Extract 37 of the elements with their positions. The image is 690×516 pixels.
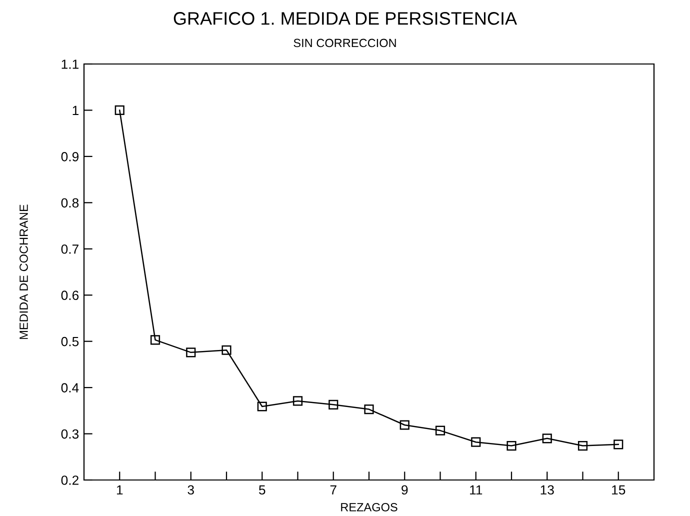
x-tick-label: 7 xyxy=(330,485,336,494)
point xyxy=(364,404,374,414)
point xyxy=(150,335,160,345)
y-tick-label: 0.9 xyxy=(61,152,79,162)
x-tick-label: 11 xyxy=(470,485,482,494)
x-tick-label: 1 xyxy=(116,485,123,494)
x-tick-label: 5 xyxy=(258,485,266,495)
x-tick-label: 9 xyxy=(402,485,408,495)
point xyxy=(257,402,267,412)
point xyxy=(400,420,410,430)
chart-subtitle: SIN CORRECCION xyxy=(294,38,396,48)
point xyxy=(114,105,124,116)
point xyxy=(435,426,446,436)
point xyxy=(578,441,588,451)
y-tick-label: 1.1 xyxy=(62,60,78,69)
point xyxy=(328,400,338,410)
point xyxy=(292,396,303,406)
x-axis-title: REZAGOS xyxy=(341,503,398,512)
x-tick-label: 3 xyxy=(188,485,194,495)
y-tick-label: 0.4 xyxy=(61,383,79,392)
x-tick-label: 13 xyxy=(540,485,554,495)
point xyxy=(471,437,481,447)
point xyxy=(186,348,196,358)
point xyxy=(506,441,516,451)
y-tick-label: 0.5 xyxy=(61,336,79,346)
y-tick-label: 0.3 xyxy=(61,429,79,439)
y-tick-label: 0.8 xyxy=(61,198,79,208)
y-tick-label: 0.2 xyxy=(61,476,78,485)
y-tick-label: 0.6 xyxy=(61,290,79,300)
chart-title: GRAFICO 1. MEDIDA DE PERSISTENCIA xyxy=(174,12,518,25)
y-tick-label: 0.7 xyxy=(61,244,78,254)
point xyxy=(542,434,552,444)
point xyxy=(222,345,232,355)
point xyxy=(614,440,624,450)
y-axis-title: MEDIDA DE COCHRANE xyxy=(20,204,28,339)
x-tick-label: 15 xyxy=(612,485,626,495)
y-tick-label: 1 xyxy=(72,106,78,116)
